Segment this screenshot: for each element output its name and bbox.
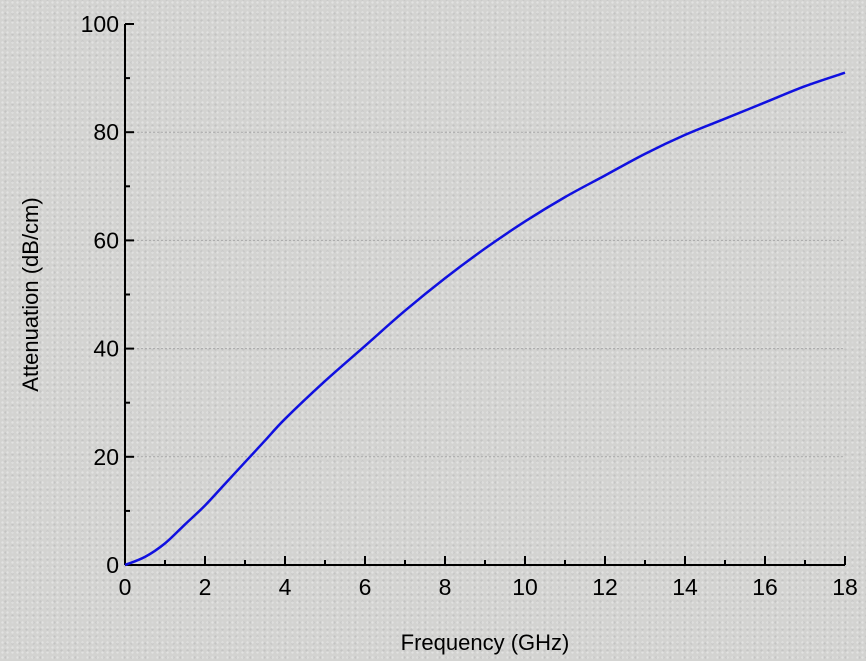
series-lines (124, 71, 846, 567)
grid-lines (125, 131, 845, 458)
y-tick-label: 40 (93, 336, 119, 362)
x-tick-label: 14 (672, 574, 698, 600)
ticks (124, 23, 846, 566)
x-tick-label: 18 (832, 574, 858, 600)
x-tick-label: 6 (359, 574, 372, 600)
y-tick-label: 80 (93, 119, 119, 145)
x-tick-label: 10 (512, 574, 538, 600)
x-tick-label: 0 (119, 574, 132, 600)
y-tick-label: 20 (93, 444, 119, 470)
x-tick-labels: 0 2 4 6 8 10 12 14 16 18 (119, 574, 858, 600)
x-tick-label: 2 (199, 574, 212, 600)
y-axis-title: Attenuation (dB/cm) (18, 197, 43, 391)
y-tick-labels: 0 20 40 60 80 100 (81, 11, 119, 578)
y-tick-label: 0 (106, 552, 119, 578)
x-tick-label: 8 (439, 574, 452, 600)
y-tick-label: 100 (81, 11, 119, 37)
x-axis-title: Frequency (GHz) (401, 630, 570, 655)
x-tick-label: 12 (592, 574, 618, 600)
y-tick-label: 60 (93, 227, 119, 253)
x-tick-label: 4 (279, 574, 292, 600)
series-line (124, 71, 846, 567)
x-tick-label: 16 (752, 574, 778, 600)
